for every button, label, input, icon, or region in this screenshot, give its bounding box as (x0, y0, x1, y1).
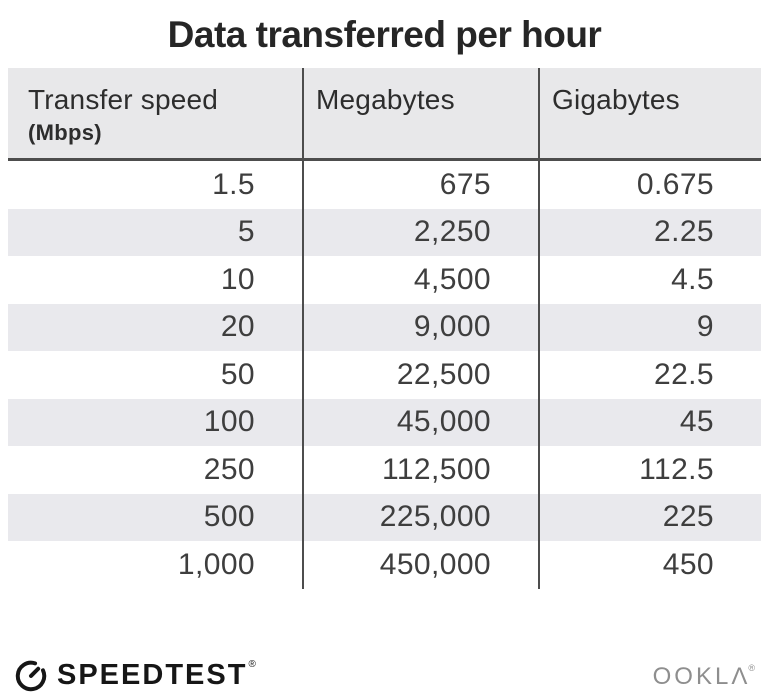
cell-gigabytes: 225 (538, 493, 761, 541)
ookla-wordmark: OOKLΛ (652, 663, 751, 690)
registered-trademark-icon: ® (748, 663, 755, 673)
cell-gigabytes: 9 (538, 303, 761, 351)
cell-gigabytes: 0.675 (538, 161, 761, 209)
column-header-gigabytes: Gigabytes (538, 68, 761, 158)
cell-transfer-speed: 1.5 (212, 167, 255, 201)
page-title: Data transferred per hour (167, 14, 602, 55)
table-row: 10 4,500 4.5 (8, 256, 761, 304)
cell-megabytes: 675 (302, 161, 538, 209)
cell-transfer-speed: 10 (220, 262, 255, 296)
data-table: Transfer speed (Mbps) Megabytes Gigabyte… (8, 68, 761, 589)
column-header-unit-label: (Mbps) (28, 120, 102, 145)
cell-gigabytes: 2.25 (538, 208, 761, 256)
cell-megabytes: 450,000 (302, 541, 538, 589)
table-row: 1,000 450,000 450 (8, 541, 761, 589)
table-header-row: Transfer speed (Mbps) Megabytes Gigabyte… (8, 68, 761, 158)
table-row: 1.5 675 0.675 (8, 161, 761, 209)
column-header-transfer-speed: Transfer speed (Mbps) (8, 68, 302, 158)
cell-transfer-speed: 20 (220, 310, 255, 344)
cell-megabytes: 112,500 (302, 446, 538, 494)
cell-gigabytes: 45 (538, 398, 761, 446)
cell-megabytes: 22,500 (302, 351, 538, 399)
table-row: 250 112,500 112.5 (8, 446, 761, 494)
column-header-label: Megabytes (316, 84, 455, 115)
table-row: 50 22,500 22.5 (8, 351, 761, 399)
table-row: 5 2,250 2.25 (8, 208, 761, 256)
cell-megabytes: 45,000 (302, 398, 538, 446)
ookla-logo: OOKLΛ® (653, 663, 755, 691)
cell-megabytes: 9,000 (302, 303, 538, 351)
column-header-label: Gigabytes (552, 84, 680, 115)
speedtest-wordmark: SPEEDTEST (57, 658, 248, 691)
cell-transfer-speed: 1,000 (177, 547, 255, 581)
table-row: 20 9,000 9 (8, 303, 761, 351)
registered-trademark-icon: ® (248, 659, 256, 670)
cell-gigabytes: 112.5 (538, 446, 761, 494)
header-divider-line (8, 158, 761, 161)
cell-megabytes: 2,250 (302, 208, 538, 256)
cell-transfer-speed: 500 (203, 500, 255, 534)
speedtest-gauge-icon (15, 660, 47, 692)
cell-transfer-speed: 50 (220, 357, 255, 391)
table-row: 500 225,000 225 (8, 493, 761, 541)
cell-gigabytes: 22.5 (538, 351, 761, 399)
column-header-label: Transfer speed (28, 84, 219, 115)
cell-megabytes: 225,000 (302, 493, 538, 541)
speedtest-logo: SPEEDTEST ® (14, 656, 256, 694)
cell-gigabytes: 4.5 (538, 256, 761, 304)
cell-transfer-speed: 5 (237, 215, 255, 249)
cell-megabytes: 4,500 (302, 256, 538, 304)
column-header-megabytes: Megabytes (302, 68, 538, 158)
table-row: 100 45,000 45 (8, 398, 761, 446)
cell-gigabytes: 450 (538, 541, 761, 589)
cell-transfer-speed: 250 (203, 452, 255, 486)
cell-transfer-speed: 100 (203, 405, 255, 439)
